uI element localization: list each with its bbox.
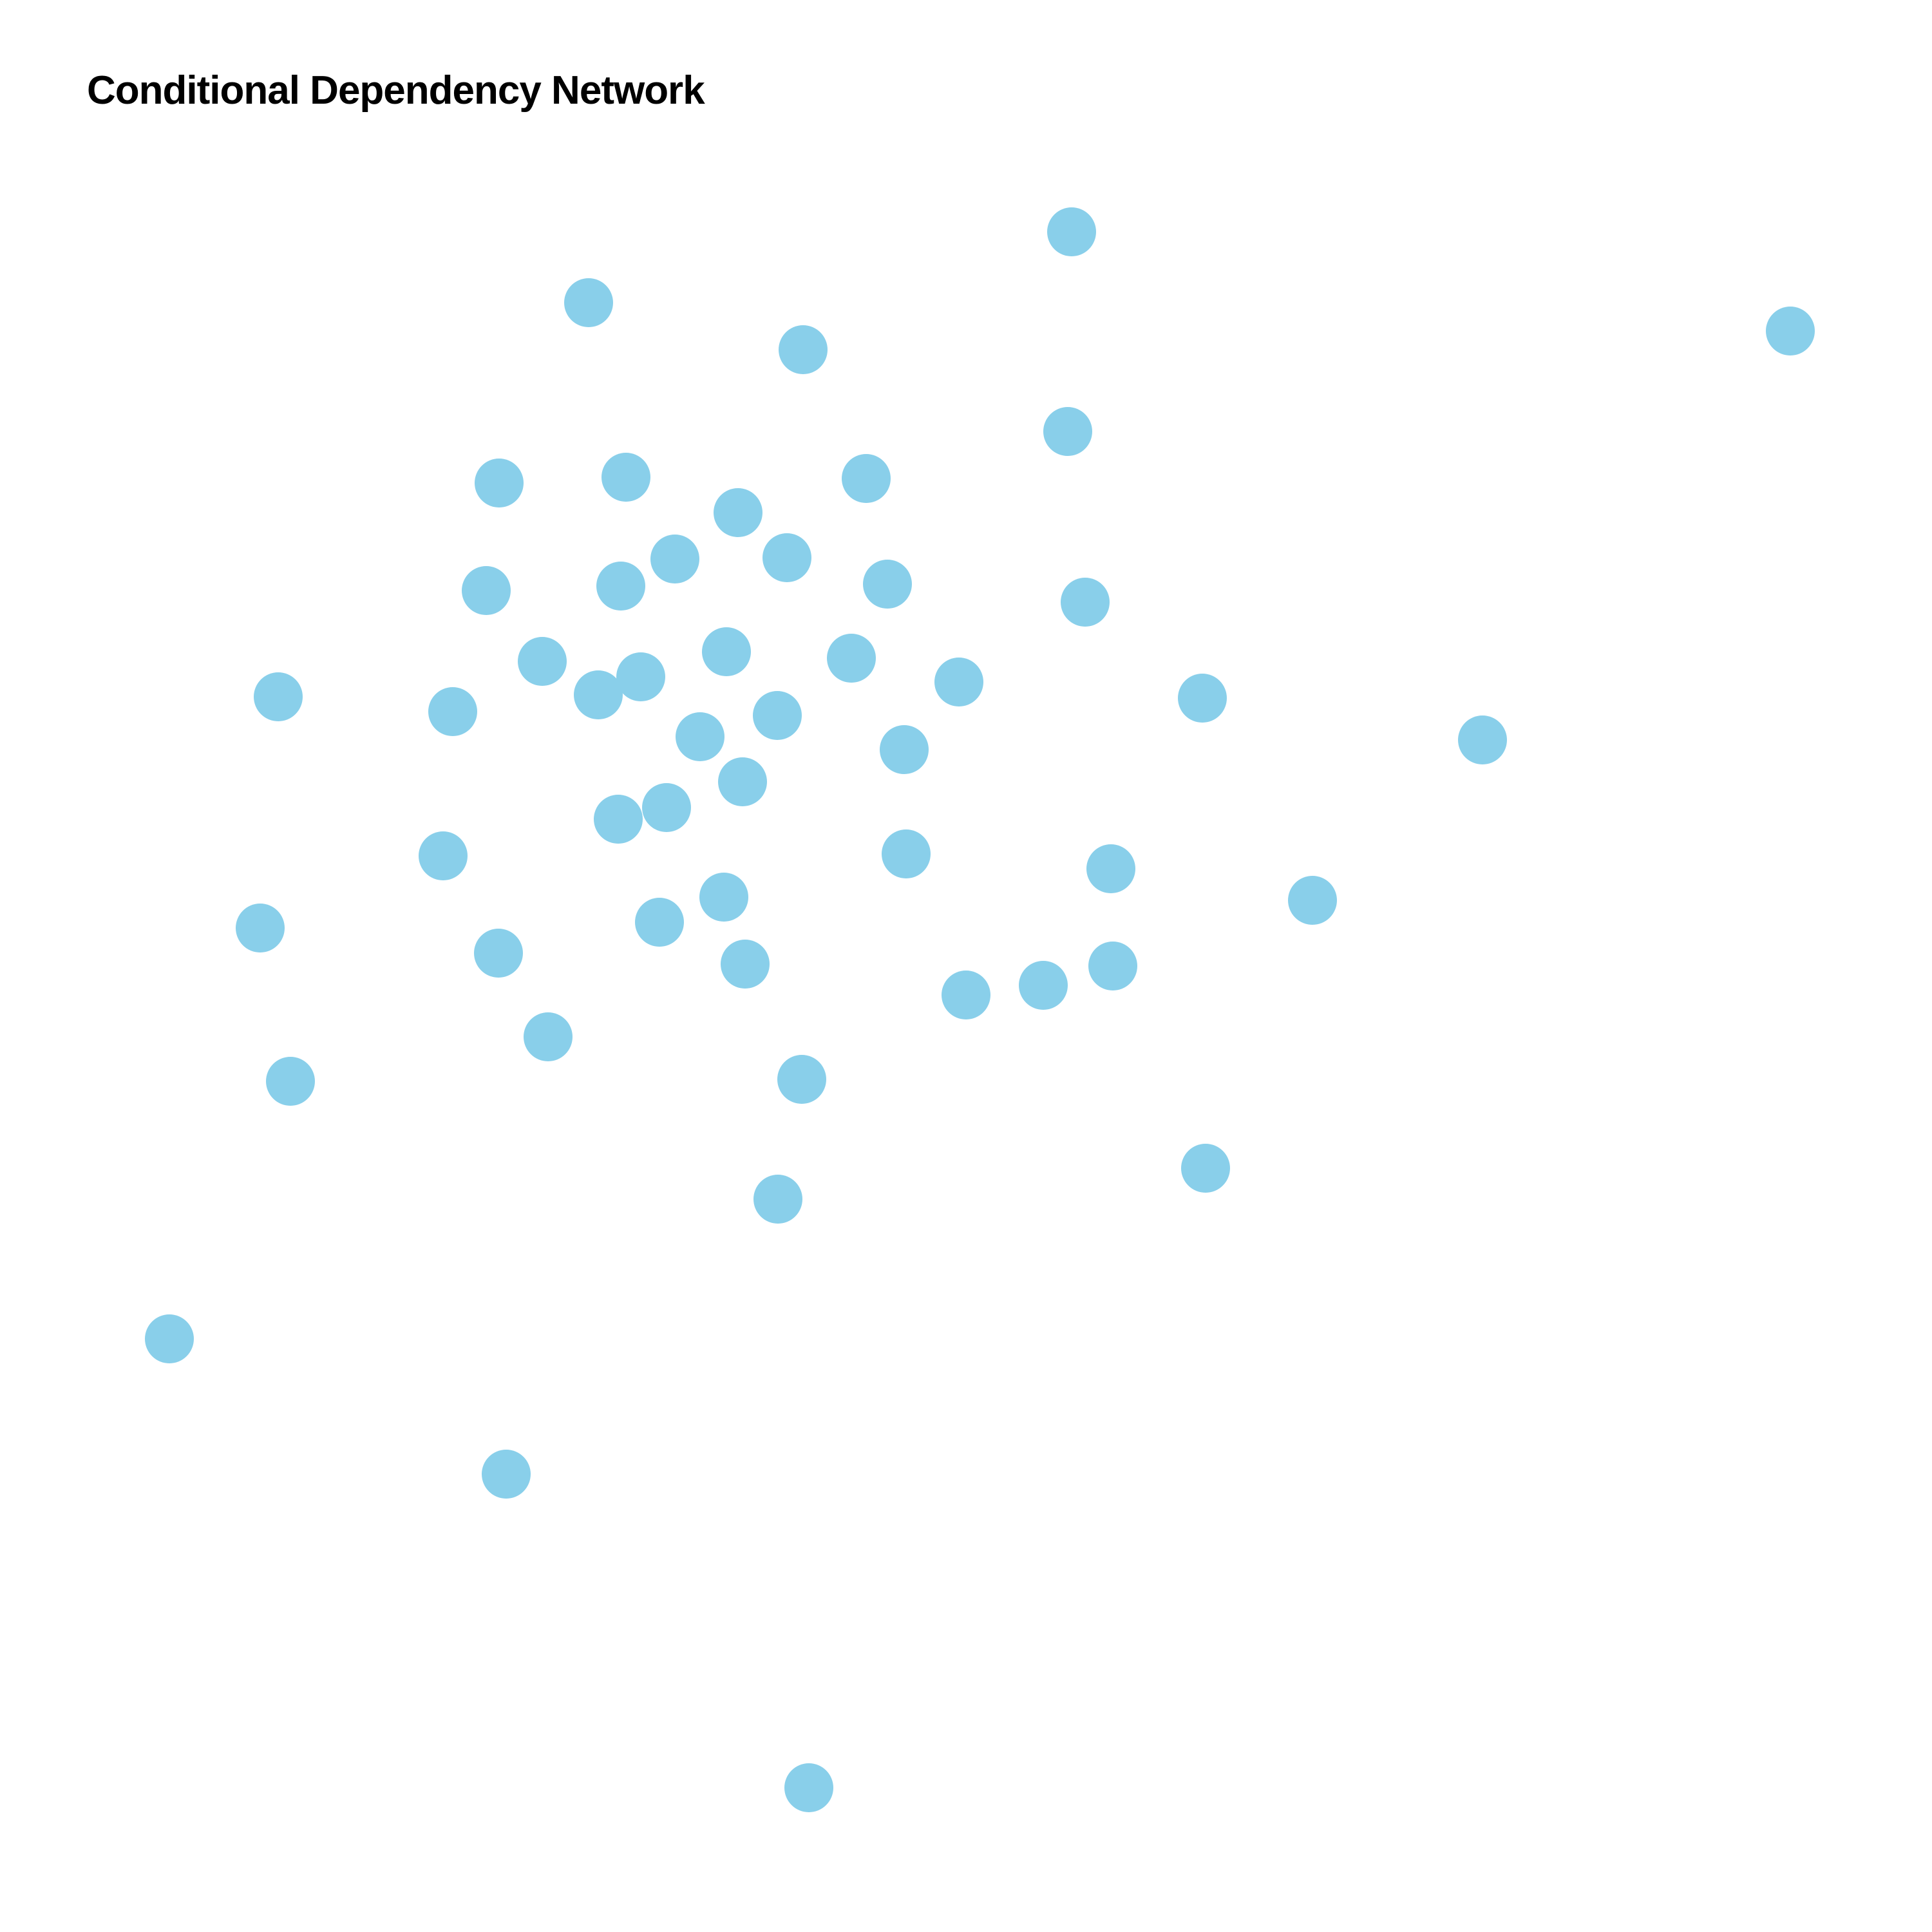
- network-node: [1288, 876, 1337, 925]
- network-node: [1181, 1144, 1230, 1193]
- network-node: [482, 1450, 531, 1499]
- network-node: [574, 670, 623, 719]
- network-node: [428, 687, 477, 736]
- network-node: [650, 535, 699, 583]
- network-node: [1766, 307, 1815, 355]
- network-node: [880, 725, 929, 774]
- network-node: [721, 940, 770, 989]
- network-node: [702, 627, 751, 676]
- network-node: [699, 873, 748, 922]
- network-node: [842, 454, 891, 503]
- network-node: [714, 488, 762, 537]
- network-node: [616, 652, 665, 701]
- network-node: [475, 459, 524, 507]
- network-node: [784, 1763, 833, 1812]
- network-node: [1088, 942, 1137, 990]
- network-node: [594, 795, 643, 844]
- network-node: [934, 658, 983, 706]
- network-node: [882, 829, 931, 878]
- network-node: [145, 1314, 194, 1363]
- network-node: [564, 278, 613, 327]
- network-node: [1019, 961, 1068, 1010]
- network-node: [1178, 674, 1227, 723]
- network-node: [601, 453, 650, 502]
- network-node: [827, 634, 876, 683]
- network-node: [676, 712, 724, 761]
- network-node: [718, 757, 767, 806]
- network-node: [419, 831, 468, 880]
- network-node: [753, 691, 802, 740]
- network-node: [524, 1012, 573, 1061]
- network-node: [942, 971, 990, 1019]
- network-node: [863, 560, 912, 609]
- network-node: [1043, 407, 1092, 456]
- network-node: [236, 904, 285, 952]
- network-node: [779, 325, 828, 374]
- network-node: [1061, 578, 1110, 627]
- diagram-title: Conditional Dependency Network: [87, 68, 705, 113]
- network-nodes: [145, 207, 1815, 1812]
- network-node: [518, 637, 567, 686]
- network-node: [1047, 207, 1096, 256]
- network-node: [254, 672, 303, 721]
- network-node: [635, 898, 684, 947]
- network-node: [596, 562, 645, 611]
- network-node: [642, 783, 691, 832]
- network-node: [1458, 715, 1507, 764]
- network-node: [1086, 844, 1135, 893]
- network-node: [753, 1175, 802, 1224]
- network-node: [762, 533, 811, 582]
- network-node: [474, 929, 523, 978]
- network-node: [462, 566, 511, 615]
- network-node: [266, 1057, 315, 1106]
- network-node: [777, 1055, 826, 1104]
